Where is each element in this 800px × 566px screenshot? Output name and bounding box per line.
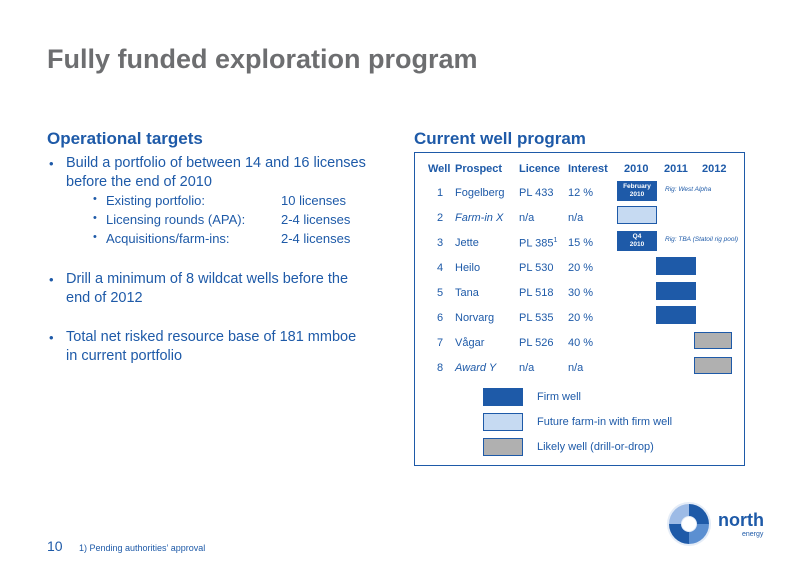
- header-well: Well: [428, 163, 451, 175]
- cell-licence: PL 530: [519, 262, 554, 274]
- sub-bullet-existing: • Existing portfolio: 10 licenses: [93, 193, 346, 208]
- sub-bullet-value: 2-4 licenses: [281, 212, 351, 227]
- header-prospect: Prospect: [455, 163, 503, 175]
- future-farm-in-bar: [617, 206, 657, 224]
- page-title: Fully funded exploration program: [47, 44, 478, 74]
- bullet-text: Total net risked resource base of 181 mm…: [66, 329, 357, 345]
- cell-well: 2: [437, 212, 444, 224]
- cell-well: 8: [437, 362, 444, 374]
- north-energy-logo-icon: [667, 502, 711, 546]
- cell-prospect: Heilo: [455, 262, 481, 274]
- likely-well-bar: [694, 357, 732, 374]
- cell-licence: n/a: [519, 212, 535, 224]
- cell-interest: 40 %: [568, 337, 594, 349]
- cell-prospect: Jette: [455, 237, 479, 249]
- bullet-text: Build a portfolio of between 14 and 16 l…: [66, 155, 366, 171]
- cell-well: 4: [437, 262, 444, 274]
- sub-bullet-acquisitions: • Acquisitions/farm-ins: 2-4 licenses: [93, 231, 350, 246]
- cell-well: 5: [437, 287, 444, 299]
- cell-prospect: Farm-in X: [455, 212, 504, 224]
- firm-well-bar: [617, 181, 657, 201]
- header-interest: Interest: [568, 163, 608, 175]
- sub-bullet-value: 10 licenses: [281, 193, 347, 208]
- cell-prospect: Tana: [455, 287, 479, 299]
- cell-licence: PL 518: [519, 287, 554, 299]
- well-program-heading: Current well program: [414, 129, 586, 148]
- firm-well-bar: [656, 282, 696, 300]
- cell-well: 6: [437, 312, 444, 324]
- sub-bullet-licensing: • Licensing rounds (APA): 2-4 licenses: [93, 212, 350, 227]
- rig-note: Rig: West Alpha: [665, 186, 712, 193]
- sub-bullet-value: 2-4 licenses: [281, 231, 351, 246]
- footnote: 1) Pending authorities’ approval: [79, 543, 206, 553]
- header-2010: 2010: [624, 163, 649, 175]
- sub-bullet-label: Existing portfolio:: [106, 193, 205, 208]
- header-2011: 2011: [664, 163, 688, 175]
- logo-subtext: energy: [742, 531, 764, 538]
- cell-interest: n/a: [568, 212, 584, 224]
- legend-firm-swatch: [483, 388, 523, 406]
- sub-bullet-icon: •: [93, 212, 97, 224]
- cell-interest: 30 %: [568, 287, 594, 299]
- cell-prospect: Award Y: [455, 362, 497, 374]
- legend-likely-swatch: [483, 438, 523, 456]
- legend-likely-label: Likely well (drill-or-drop): [537, 441, 654, 453]
- cell-well: 1: [437, 187, 444, 199]
- bullet-text: Drill a minimum of 8 wildcat wells befor…: [66, 271, 349, 287]
- bullet-wildcat: • Drill a minimum of 8 wildcat wells bef…: [49, 270, 349, 308]
- well-program-table: [414, 152, 745, 466]
- cell-interest: 12 %: [568, 187, 594, 199]
- footnote-marker: 1: [553, 237, 558, 244]
- sub-bullet-icon: •: [93, 231, 97, 243]
- bullet-text: before the end of 2010: [66, 174, 212, 190]
- cell-interest: n/a: [568, 362, 584, 374]
- bullet-icon: •: [49, 156, 54, 171]
- legend-future-label: Future farm-in with firm well: [537, 416, 673, 428]
- firm-well-bar: [617, 231, 657, 251]
- cell-licence: PL 535: [519, 312, 554, 324]
- operational-targets-heading: Operational targets: [47, 129, 203, 148]
- cell-prospect: Fogelberg: [455, 187, 505, 199]
- cell-licence: PL 3851: [519, 237, 558, 250]
- rig-note: Rig: TBA (Statoil rig pool): [665, 236, 739, 243]
- bar-date-label: February 2010: [623, 183, 651, 198]
- cell-well: 3: [437, 237, 444, 249]
- bullet-portfolio: • Build a portfolio of between 14 and 16…: [49, 154, 366, 192]
- bullet-text: in current portfolio: [66, 348, 183, 364]
- cell-prospect: Norvarg: [455, 312, 495, 324]
- legend-future-swatch: [483, 413, 523, 431]
- bullet-icon: •: [49, 272, 54, 287]
- cell-interest: 20 %: [568, 312, 594, 324]
- firm-well-bar: [656, 306, 696, 324]
- sub-bullet-icon: •: [93, 193, 97, 205]
- firm-well-bar: [656, 257, 696, 275]
- cell-well: 7: [437, 337, 444, 349]
- cell-interest: 15 %: [568, 237, 594, 249]
- sub-bullet-label: Acquisitions/farm-ins:: [106, 231, 230, 246]
- header-2012: 2012: [702, 163, 727, 175]
- cell-prospect: Vågar: [455, 337, 485, 349]
- cell-interest: 20 %: [568, 262, 594, 274]
- cell-licence: PL 433: [519, 187, 554, 199]
- bullet-text: end of 2012: [66, 290, 143, 306]
- cell-licence: PL 526: [519, 337, 554, 349]
- likely-well-bar: [694, 332, 732, 349]
- bar-date-label: Q4 2010: [629, 233, 645, 248]
- page-number: 10: [47, 538, 63, 554]
- bullet-icon: •: [49, 330, 54, 345]
- header-licence: Licence: [519, 163, 560, 175]
- sub-bullet-label: Licensing rounds (APA):: [106, 212, 246, 227]
- logo-wordmark: north: [718, 510, 764, 530]
- cell-licence: n/a: [519, 362, 535, 374]
- legend-firm-label: Firm well: [537, 391, 581, 403]
- bullet-resource: • Total net risked resource base of 181 …: [49, 328, 357, 366]
